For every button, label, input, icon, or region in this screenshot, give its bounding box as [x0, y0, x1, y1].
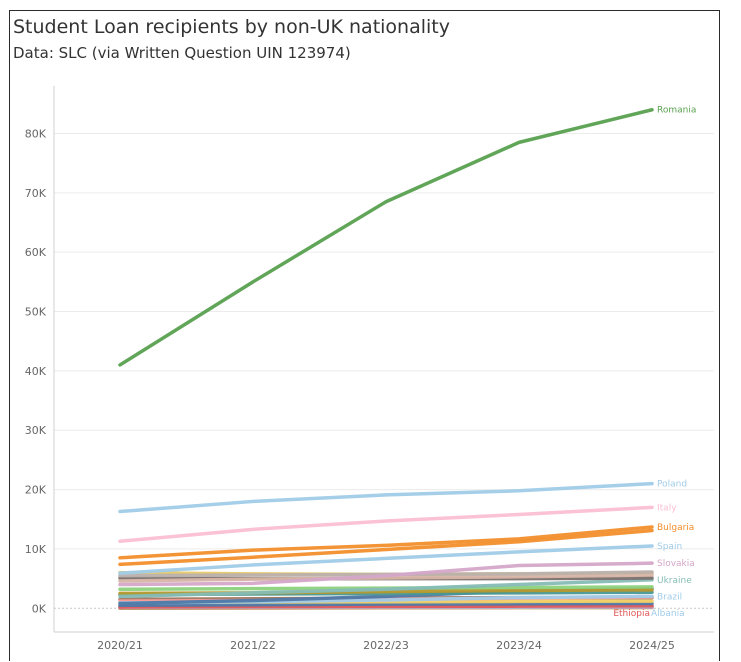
series-line-poland[interactable]	[118, 481, 654, 514]
series-lines	[118, 107, 654, 611]
series-label-spain: Spain	[657, 542, 682, 552]
x-tick-label: 2020/21	[97, 639, 143, 652]
y-tick-label: 60K	[25, 246, 47, 259]
series-label-bulgaria: Bulgaria	[657, 523, 694, 533]
y-tick-label: 80K	[25, 127, 47, 140]
series-line-ethiopia[interactable]	[118, 604, 654, 609]
axes: 0K 10K 20K 30K 40K 50K 60K 70K 80K 2020/21 2021/22…	[25, 86, 714, 652]
y-tick-label: 70K	[25, 187, 47, 200]
series-label-ukraine: Ukraine	[657, 576, 692, 586]
series-label-slovakia: Slovakia	[657, 559, 695, 569]
series-line[interactable]	[118, 528, 654, 567]
series-label-ethiopia: Ethiopia	[613, 609, 650, 619]
series-label-albania: Albania	[651, 609, 685, 619]
series-line-romania[interactable]	[118, 107, 654, 367]
chart-title: Student Loan recipients by non-UK nation…	[13, 16, 450, 38]
series-line-ukraine[interactable]	[118, 578, 654, 599]
y-tick-label: 20K	[25, 484, 47, 497]
series-line-slovakia[interactable]	[118, 561, 654, 587]
series-end-labels: Romania Poland Italy Bulgaria Spain Slovakia U…	[613, 106, 696, 619]
chart-subtitle: Data: SLC (via Written Question UIN 1239…	[13, 44, 351, 62]
series-label-italy: Italy	[657, 503, 677, 513]
series-line-italy[interactable]	[118, 505, 654, 543]
y-tick-label: 50K	[25, 306, 47, 319]
y-tick-label: 0K	[32, 602, 47, 615]
x-tick-label: 2024/25	[629, 639, 675, 652]
y-tick-label: 30K	[25, 424, 47, 437]
series-label-brazil: Brazil	[657, 592, 682, 602]
series-label-romania: Romania	[657, 106, 696, 116]
series-label-poland: Poland	[657, 480, 687, 490]
x-tick-label: 2023/24	[496, 639, 542, 652]
x-tick-label: 2022/23	[363, 639, 409, 652]
series-line[interactable]	[118, 601, 654, 608]
y-tick-label: 40K	[25, 365, 47, 378]
series-line-spain[interactable]	[118, 544, 654, 575]
series-line-bulgaria[interactable]	[118, 525, 654, 560]
y-tick-label: 10K	[25, 543, 47, 556]
series-line[interactable]	[118, 573, 654, 583]
x-tick-label: 2021/22	[230, 639, 276, 652]
